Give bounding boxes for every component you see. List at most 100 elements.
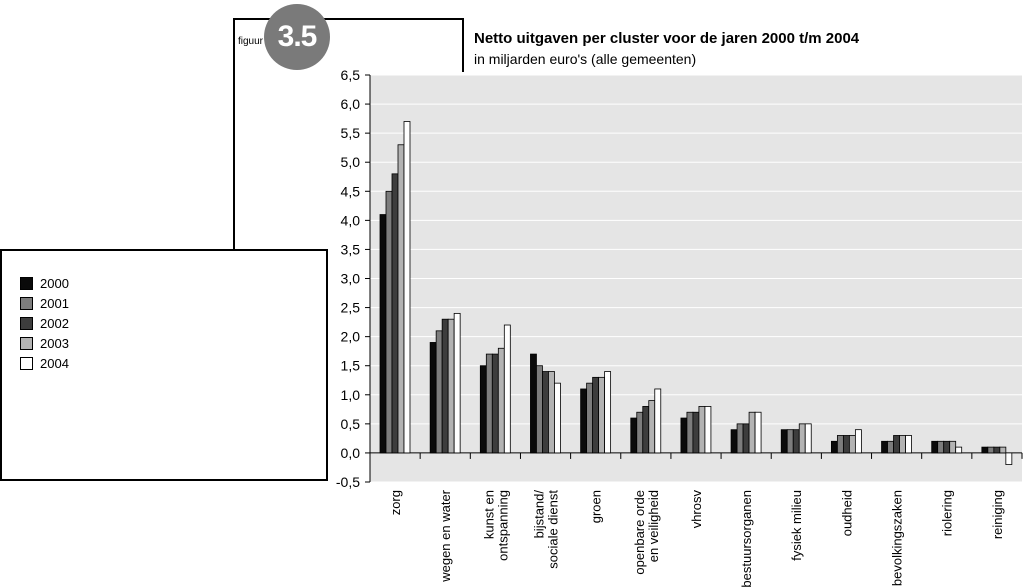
bar-2001-0 [385, 190, 393, 454]
y-tick-label: 3,0 [341, 271, 361, 287]
bar-2004-7 [754, 411, 762, 454]
legend-label-2003: 2003 [40, 335, 69, 351]
legend-item-2001: 2001 [20, 295, 69, 311]
bar-2000-0 [379, 214, 387, 454]
bar-2002-6 [692, 411, 700, 454]
bar-2002-10 [893, 435, 900, 454]
bar-2004-11 [955, 446, 963, 454]
bar-2003-11 [949, 440, 957, 454]
y-tick-label: 3,5 [341, 241, 361, 257]
bar-2004-9 [854, 429, 862, 454]
bar-2000-4 [580, 388, 588, 454]
bar-2001-9 [836, 435, 844, 454]
bar-2003-3 [548, 371, 555, 454]
bar-2002-1 [441, 318, 449, 454]
legend-item-2003: 2003 [20, 335, 69, 351]
legend-box [0, 249, 328, 481]
legend-label-2002: 2002 [40, 315, 69, 331]
bar-2000-10 [881, 440, 888, 454]
legend-item-2000: 2000 [20, 275, 69, 291]
bar-2003-7 [748, 411, 756, 454]
bar-2003-10 [899, 435, 906, 454]
bar-2003-12 [999, 446, 1007, 454]
bar-2000-1 [429, 342, 437, 454]
x-tick-label: groen [589, 490, 604, 523]
bar-2003-4 [598, 376, 606, 454]
bar-2001-7 [736, 423, 744, 454]
x-tick-label: fysiek milieu [789, 490, 804, 561]
y-tick-label: 1,5 [341, 358, 361, 374]
bar-2002-3 [542, 371, 549, 454]
bar-2003-1 [447, 318, 455, 454]
bar-2000-6 [680, 417, 688, 454]
bar-2004-10 [905, 435, 912, 454]
bar-2000-11 [931, 440, 939, 454]
y-tick-label: 5,5 [341, 125, 361, 141]
legend-label-2000: 2000 [40, 275, 69, 291]
x-tick-label: wegen en water [438, 489, 453, 582]
bar-2003-8 [798, 423, 806, 454]
bar-2002-8 [792, 429, 800, 454]
legend-item-2004: 2004 [20, 355, 69, 371]
legend-swatch-2003 [20, 336, 33, 350]
bar-2001-5 [636, 411, 644, 454]
bar-2001-6 [686, 411, 694, 454]
bar-2001-11 [937, 440, 945, 454]
chart-subtitle: in miljarden euro's (alle gemeenten) [474, 51, 697, 67]
bar-2002-11 [943, 440, 951, 454]
y-tick-label: 4,0 [341, 212, 361, 228]
y-tick-label: 5,0 [341, 154, 361, 170]
y-tick-label: 0,5 [341, 416, 361, 432]
bar-2002-5 [642, 406, 650, 454]
bar-2000-5 [630, 417, 638, 454]
figure-label: figuur [238, 36, 264, 47]
bar-2000-7 [730, 429, 738, 454]
bar-2001-3 [536, 365, 543, 454]
x-tick-label: zorg [388, 490, 403, 515]
bar-2000-2 [479, 365, 487, 454]
bar-2000-3 [530, 353, 537, 454]
legend-swatch-2001 [20, 296, 33, 310]
x-tick-label: kunst enontspanning [481, 490, 510, 561]
x-tick-label: bestuursorganen [739, 490, 754, 588]
bar-2001-4 [586, 382, 594, 454]
bar-2003-2 [497, 347, 505, 454]
bar-2004-12 [1005, 452, 1013, 465]
x-tick-label: openbare ordeen veiligheid [632, 490, 661, 575]
legend-label-2004: 2004 [40, 355, 69, 371]
x-tick-label: bijstand/sociale dienst [531, 490, 560, 569]
bar-2001-1 [435, 330, 443, 454]
bar-2002-4 [592, 376, 600, 454]
y-tick-label: -0,5 [336, 474, 360, 490]
chart-title: Netto uitgaven per cluster voor de jaren… [474, 30, 860, 47]
y-tick-label: 6,5 [341, 67, 361, 83]
legend-swatch-2002 [20, 316, 33, 330]
x-tick-label: riolering [940, 490, 955, 536]
bar-2001-12 [987, 446, 995, 454]
bar-2004-2 [503, 324, 511, 454]
x-tick-label: oudheid [839, 490, 854, 536]
x-tick-label: vhrosv [689, 490, 704, 529]
bar-2001-2 [485, 353, 493, 454]
legend-label-2001: 2001 [40, 295, 69, 311]
x-tick-label: bevolkingszaken [890, 490, 905, 586]
bar-2000-8 [780, 429, 788, 454]
bar-2004-5 [654, 388, 662, 454]
bar-2004-0 [403, 121, 411, 454]
bar-2002-2 [491, 353, 499, 454]
legend-item-2002: 2002 [20, 315, 69, 331]
legend-swatch-2004 [20, 356, 33, 370]
y-tick-label: 2,5 [341, 300, 361, 316]
figure-frame-left [233, 18, 235, 250]
bar-2004-8 [804, 423, 812, 454]
bar-2002-12 [993, 446, 1001, 454]
bar-2002-9 [842, 435, 850, 454]
x-tick-label: reiniging [990, 490, 1005, 539]
bar-2001-8 [786, 429, 794, 454]
y-tick-label: 4,5 [341, 183, 361, 199]
bar-2000-9 [830, 440, 838, 454]
y-tick-label: 0,0 [341, 445, 361, 461]
y-tick-label: 2,0 [341, 329, 361, 345]
bar-2003-0 [397, 144, 405, 454]
